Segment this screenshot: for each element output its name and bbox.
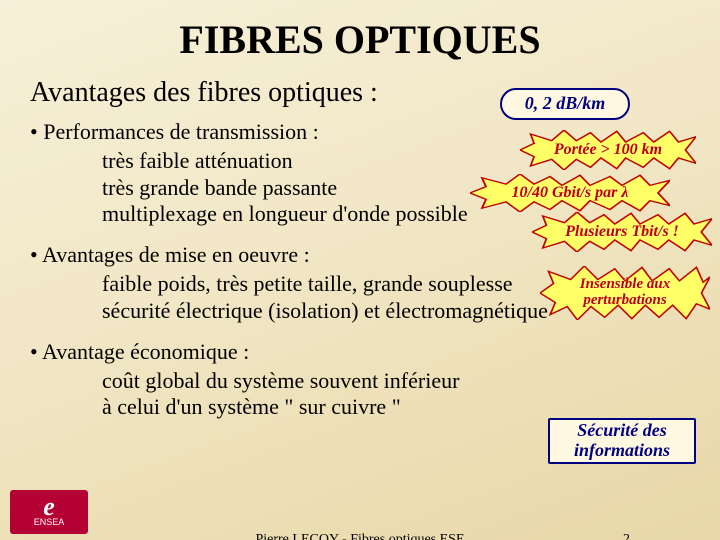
ensea-logo: e ENSEA	[10, 490, 88, 534]
footer-author: Pierre LECOY - Fibres optiques ESE	[255, 532, 464, 540]
footer-page: 2	[623, 532, 630, 540]
bullet-eco-a: coût global du système souvent inférieur	[102, 368, 690, 395]
star-gbit: 10/40 Gbit/s par λ	[470, 174, 670, 212]
star-gbit-label: 10/40 Gbit/s par λ	[512, 185, 629, 202]
star-tbit-label: Plusieurs Tbit/s !	[565, 224, 679, 241]
star-tbit: Plusieurs Tbit/s !	[532, 212, 712, 252]
badge-attenuation: 0, 2 dB/km	[500, 88, 630, 120]
bullet-eco: • Avantage économique :	[30, 339, 690, 366]
star-insensible-label: Insensible aux perturbations	[540, 277, 710, 309]
page-title: FIBRES OPTIQUES	[30, 16, 690, 63]
logo-glyph: e	[43, 497, 55, 518]
star-insensible: Insensible aux perturbations	[540, 266, 710, 320]
slide: FIBRES OPTIQUES Avantages des fibres opt…	[0, 0, 720, 540]
badge-security: Sécurité des informations	[548, 418, 696, 464]
star-portee-label: Portée > 100 km	[554, 142, 662, 159]
logo-text: ENSEA	[34, 517, 65, 527]
star-portee: Portée > 100 km	[520, 130, 696, 170]
badge-security-label: Sécurité des informations	[548, 421, 696, 461]
badge-attenuation-label: 0, 2 dB/km	[525, 94, 606, 114]
